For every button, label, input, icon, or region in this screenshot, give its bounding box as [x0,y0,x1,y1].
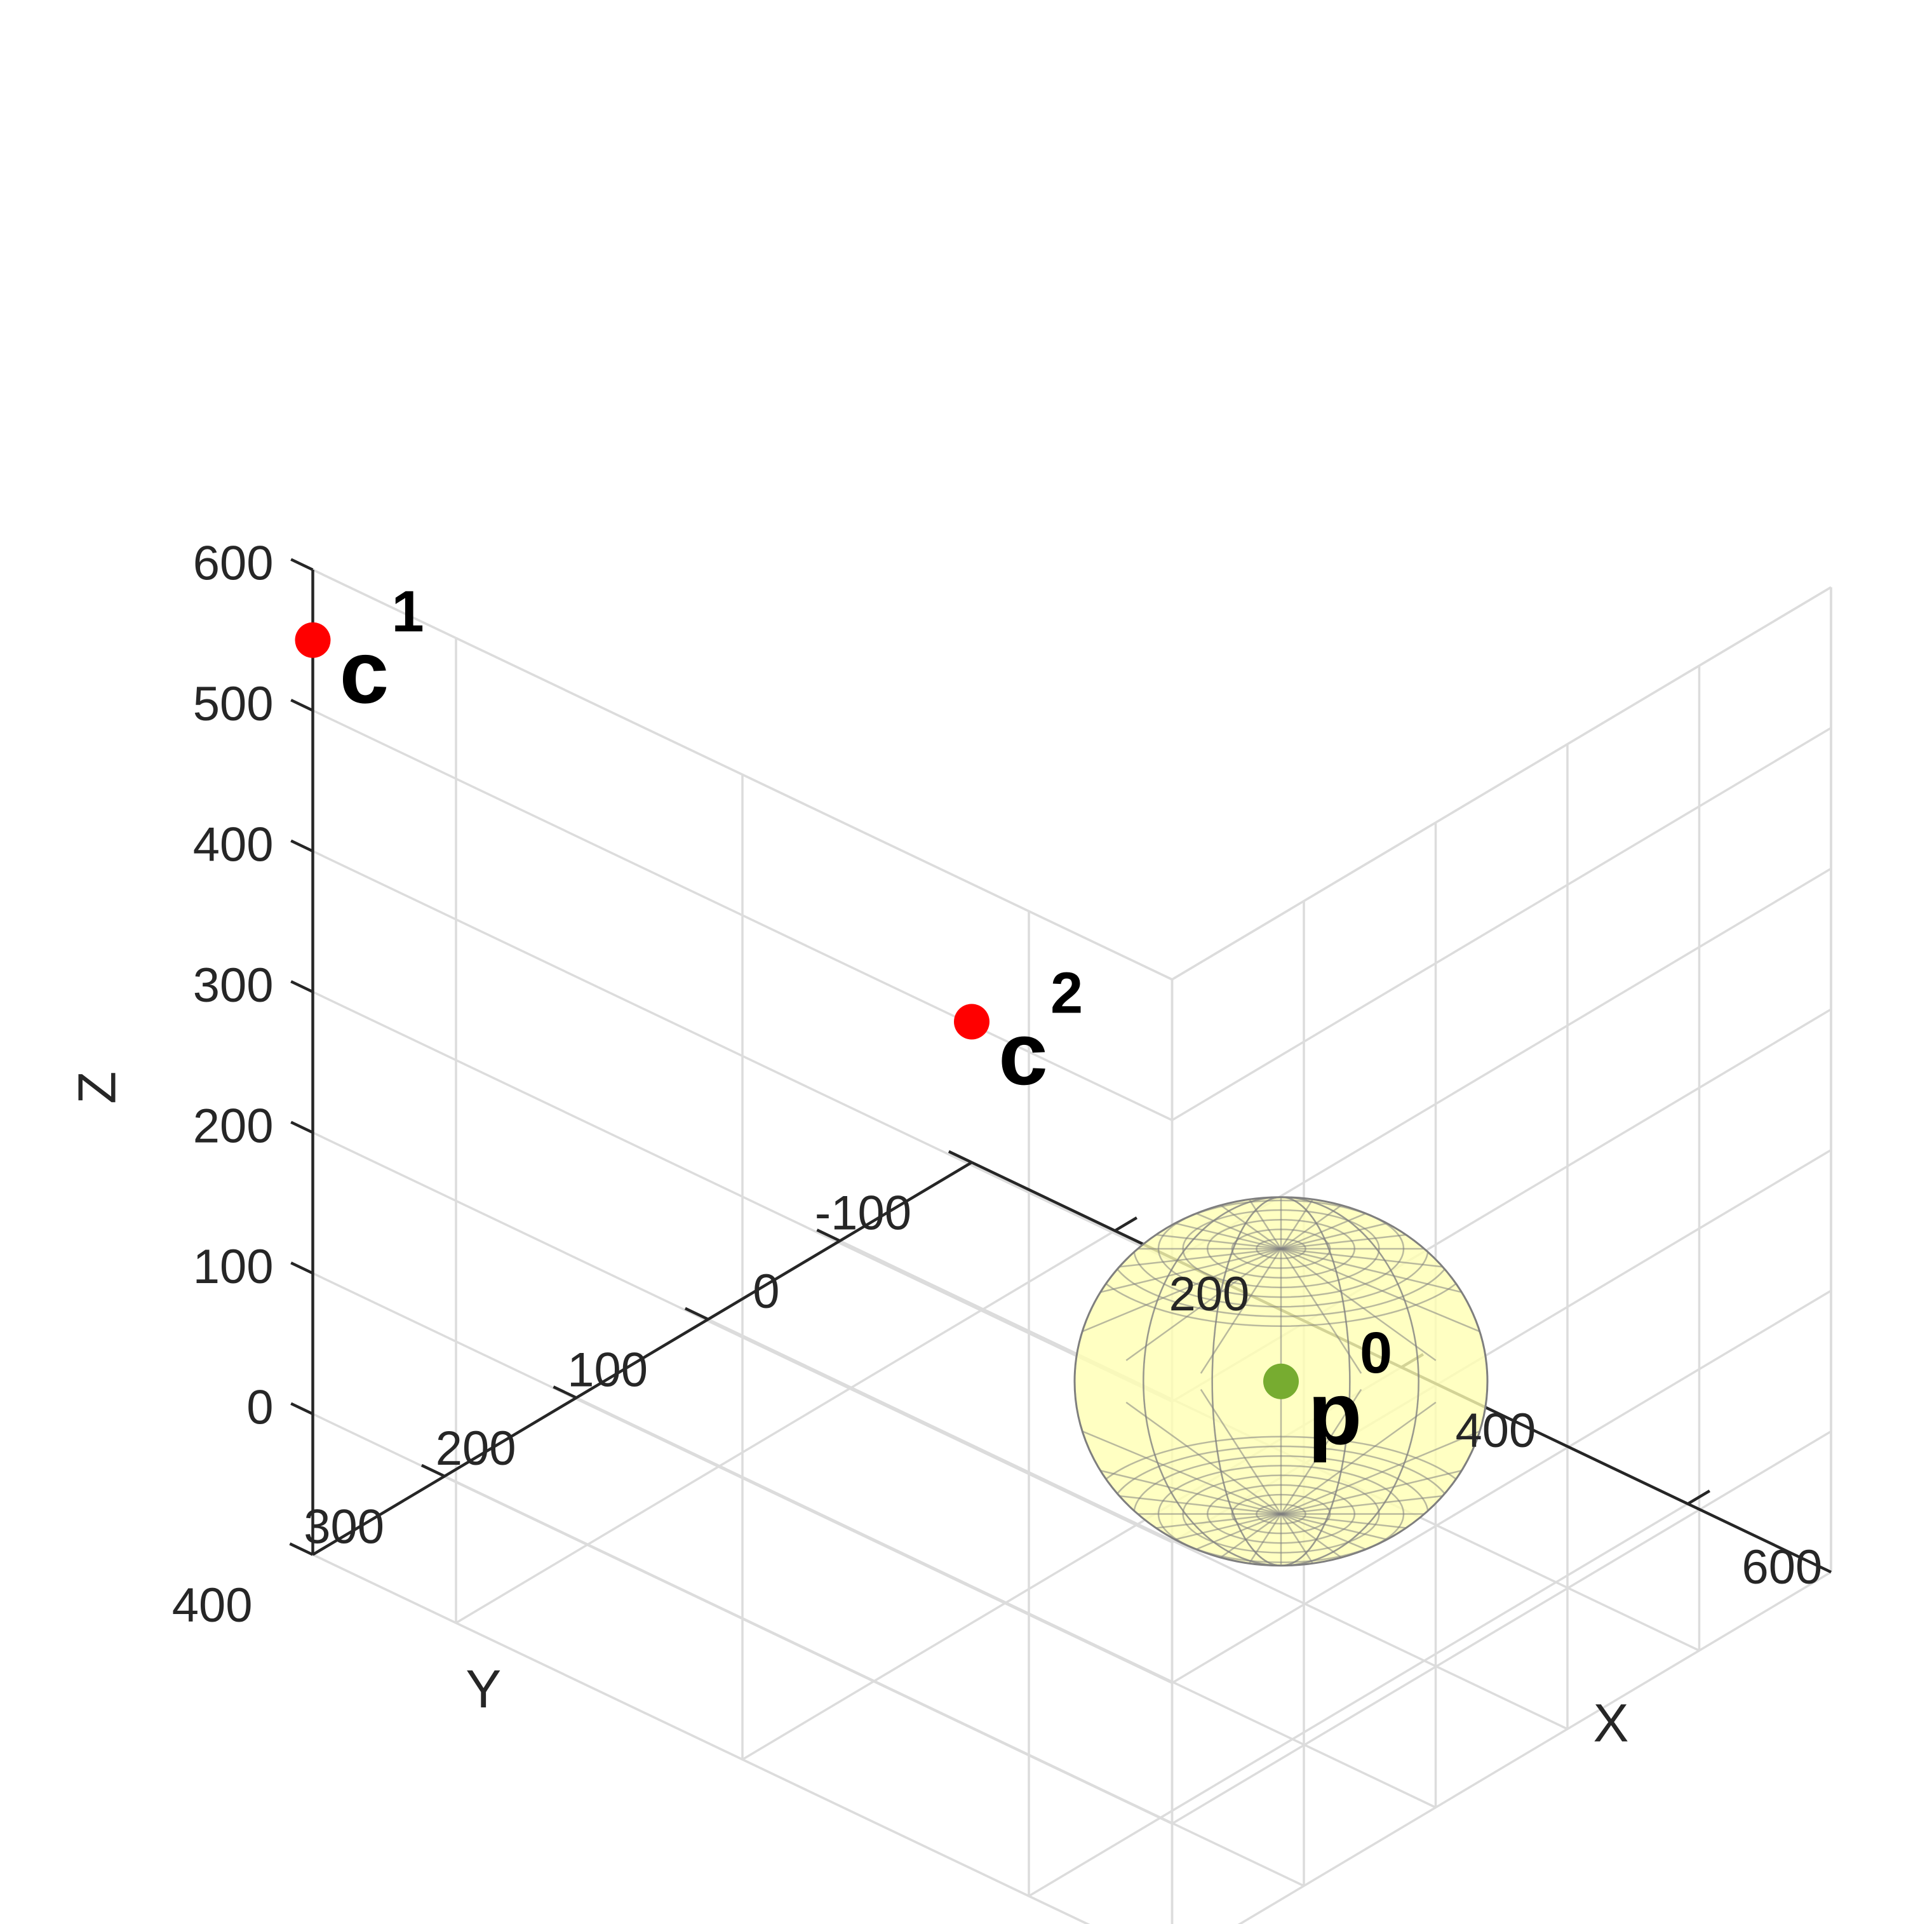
point-superscript-c1: 1 [392,579,424,644]
z-tick-label: 200 [193,1100,274,1154]
grid-line-y [312,1553,1090,1924]
point-label-c2: c [998,1004,1048,1103]
point-c1 [295,622,331,658]
z-tick-label: 0 [246,1381,273,1435]
grid-lines [311,568,1832,1924]
y-tick-label: 100 [567,1343,648,1397]
point-p0 [1263,1363,1299,1399]
y-tick [420,1463,445,1478]
grid-line-y [708,1318,1568,1730]
z-tick [290,1261,314,1275]
y-tick [553,1385,577,1399]
y-axis-label: Y [466,1659,501,1719]
y-tick [684,1307,709,1321]
z-tick-label: 500 [193,677,274,731]
data-points [295,622,1299,1399]
x-tick-label: 600 [1742,1540,1823,1594]
grid-line-x [455,1229,1116,1624]
y-tick-label: -100 [815,1187,911,1241]
grid-line-y [444,1475,1305,1887]
grid-line-z [1171,1289,1832,1685]
y-tick [289,1542,314,1556]
y-tick [948,1150,972,1164]
z-tick [290,1402,314,1416]
z-tick [290,1120,314,1134]
x-tick-label: 200 [1169,1267,1250,1321]
z-tick-label: 400 [193,818,274,872]
labels: 0 100 200 300 400 500 600 -100 0 100 200 300 400 200 4… [67,537,1823,1753]
z-tick-label: 300 [193,959,274,1012]
pane-edge [1237,1571,1832,1924]
point-label-p0: p [1308,1363,1362,1463]
point-label-c1: c [340,622,389,722]
grid-line-z [1171,1430,1832,1825]
point-superscript-p0: 0 [1360,1321,1392,1385]
z-tick-label: 100 [193,1240,274,1294]
grid-line-y [575,1396,1437,1809]
grid-line-z [1171,727,1832,1122]
z-tick [290,839,314,853]
y-tick-label: 400 [172,1578,253,1632]
axes [289,558,1832,1574]
x-tick [1114,1216,1138,1232]
z-tick [290,558,314,572]
y-axis-line [312,1161,973,1556]
y-tick-label: 0 [753,1265,779,1319]
x-axis-label: X [1593,1693,1628,1753]
x-tick-label: 400 [1456,1404,1536,1458]
z-tick-label: 600 [193,537,274,591]
y-tick-label: 300 [304,1500,384,1554]
grid-line-z [1171,586,1832,981]
grid-line-x [1028,1502,1689,1897]
z-tick [290,699,314,712]
point-superscript-c2: 2 [1050,961,1083,1026]
z-tick [290,980,314,993]
y-tick-label: 200 [436,1422,516,1476]
z-axis-label: Z [67,1072,127,1104]
x-tick [1687,1490,1711,1505]
grid-line-z [1171,867,1832,1262]
y-tick [816,1228,841,1242]
point-c2 [954,1004,989,1040]
